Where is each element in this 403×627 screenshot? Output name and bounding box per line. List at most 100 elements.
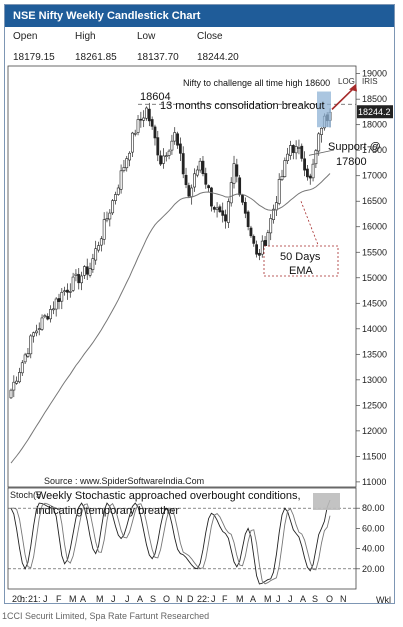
x-axis-label: M (236, 594, 244, 604)
candle-body (249, 227, 253, 237)
candle-body (125, 158, 129, 169)
price-tick-label: 13500 (362, 349, 387, 359)
candle-body (159, 155, 163, 165)
x-axis-label: h: (20, 594, 28, 604)
ema-line (10, 173, 331, 464)
candle-body (187, 185, 191, 197)
candle-body (60, 291, 64, 302)
x-axis-label: 20: (12, 594, 25, 604)
candle-body (136, 119, 140, 133)
candle-body (320, 127, 323, 135)
price-tick-label: 11500 (362, 451, 386, 461)
target-arrow-head (349, 83, 357, 92)
candle-body (272, 208, 275, 220)
candle-body (94, 248, 98, 261)
x-axis-label: M (264, 594, 272, 604)
candle-body (277, 179, 281, 204)
target-annotation: Nifty to challenge all time high 18600 (183, 78, 330, 88)
x-axis-label: A (250, 594, 256, 604)
stoch-d-line (11, 502, 331, 585)
candle-body (15, 380, 19, 384)
price-tick-label: 16500 (362, 196, 387, 206)
candle-body (311, 163, 315, 179)
stoch-tick-label: 80.00 (362, 503, 385, 513)
candle-body (229, 182, 233, 204)
ohlc-header-low: Low (137, 31, 156, 42)
candle-body (167, 150, 171, 156)
breakout-annotation: 13 months consolidation breakout (160, 100, 325, 112)
price-tick-label: 14000 (362, 324, 387, 334)
candle-body (232, 163, 236, 184)
candle-body (12, 381, 16, 391)
candle-body (218, 206, 222, 213)
candle-body (303, 158, 306, 171)
target-arrow (331, 87, 355, 110)
x-axis-label: J (276, 594, 281, 604)
x-axis-label: F (56, 594, 62, 604)
candle-body (133, 132, 137, 135)
candle-body (29, 335, 33, 355)
x-axis-label: 22: (197, 594, 210, 604)
candle-body (43, 315, 47, 318)
candle-body (111, 200, 115, 214)
candle-body (80, 275, 83, 284)
candle-body (212, 207, 216, 210)
candle-body (306, 168, 309, 178)
stoch-annotation-2: indicating temporary breather (36, 505, 179, 517)
candle-body (255, 244, 259, 255)
candle-body (9, 389, 13, 399)
last-price-label: 18244.2 (358, 107, 391, 117)
x-axis-label: J (111, 594, 116, 604)
candle-body (235, 164, 239, 177)
candle-body (37, 328, 41, 330)
candle-body (238, 177, 242, 196)
x-axis-label: A (300, 594, 306, 604)
x-axis-label: S (312, 594, 318, 604)
candle-body (150, 119, 154, 127)
candle-body (308, 175, 312, 179)
x-axis-label: F (222, 594, 228, 604)
candle-body (269, 218, 273, 234)
candle-body (300, 145, 304, 159)
x-axis-label: J (125, 594, 130, 604)
price-tick-label: 17000 (362, 171, 387, 181)
candle-body (85, 266, 89, 275)
stoch-k-line (10, 499, 331, 585)
candle-body (153, 126, 157, 139)
price-tick-label: 11000 (362, 477, 386, 487)
x-axis-unit-label: Wkl (376, 595, 391, 605)
candle-body (181, 153, 185, 175)
candle-body (198, 160, 202, 171)
candle-body (243, 202, 247, 214)
candle-body (105, 218, 109, 221)
highlight-box (317, 91, 331, 128)
price-tick-label: 12000 (362, 426, 387, 436)
ohlc-value-high: 18261.85 (75, 52, 117, 63)
ema-annotation-1: 50 Days (280, 251, 321, 263)
chart-title: NSE Nifty Weekly Candlestick Chart (5, 5, 394, 27)
price-tick-label: 13000 (362, 375, 387, 385)
price-tick-label: 18000 (362, 120, 387, 130)
candle-body (226, 201, 230, 223)
price-tick-label: 19000 (362, 69, 387, 79)
stoch-annotation-1: Weekly Stochastic approached overbought … (36, 490, 301, 502)
candle-body (274, 202, 278, 211)
candle-body (201, 160, 205, 175)
candle-body (246, 211, 250, 227)
candle-body (162, 155, 165, 164)
candle-body (184, 174, 188, 185)
x-axis-label: M (96, 594, 104, 604)
candle-body (71, 276, 75, 291)
candle-body (314, 150, 318, 165)
x-axis-label: J (288, 594, 293, 604)
candle-body (283, 160, 287, 177)
candle-body (204, 173, 208, 185)
candle-body (210, 187, 213, 207)
candle-body (178, 143, 182, 154)
ohlc-value-low: 18137.70 (137, 52, 179, 63)
support-pointer (308, 149, 335, 156)
candle-body (99, 238, 103, 246)
x-axis-label: N (340, 594, 347, 604)
source-label: Source : www.SpiderSoftwareIndia.Com (44, 476, 204, 486)
